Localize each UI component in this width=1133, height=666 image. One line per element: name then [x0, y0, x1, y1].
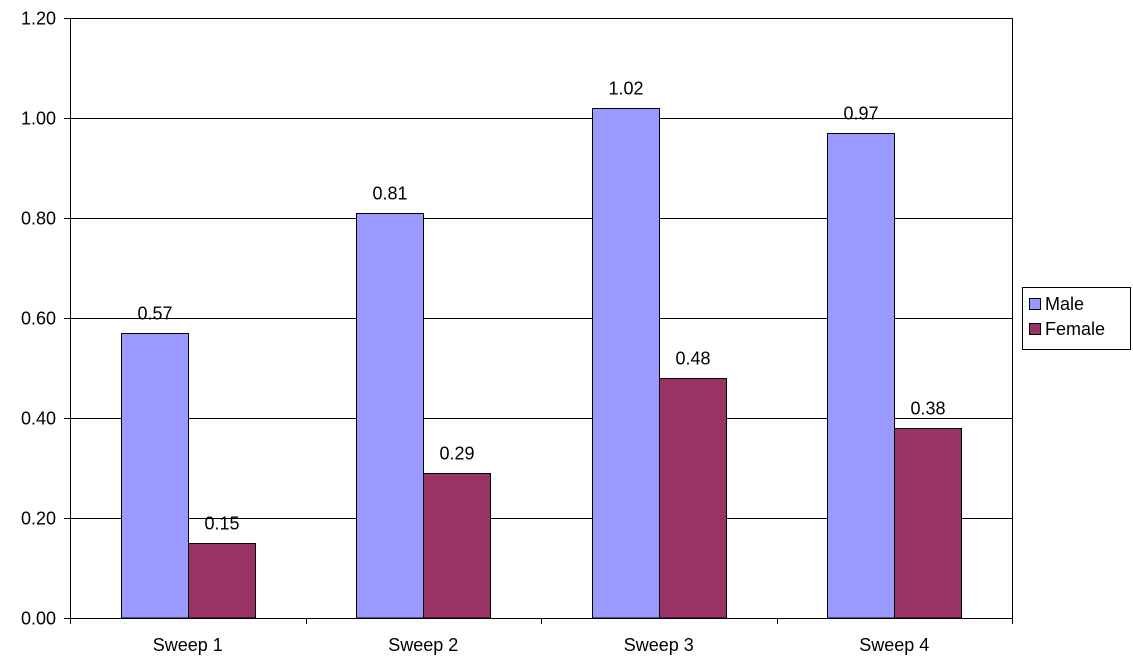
legend-swatch-female [1029, 323, 1041, 335]
x-tick-label: Sweep 2 [388, 635, 458, 655]
legend: Male Female [1022, 287, 1131, 350]
bar-male-2 [356, 213, 424, 619]
bar-female-4 [894, 428, 962, 619]
data-label: 0.29 [439, 444, 474, 464]
bar-female-3 [659, 378, 727, 619]
legend-swatch-male [1029, 298, 1041, 310]
y-tick-label: 0.00 [21, 609, 56, 629]
axes [64, 18, 1013, 624]
bars [121, 108, 962, 619]
labels: 0.00 0.20 0.40 0.60 0.80 1.00 1.20 0.57 0.15 Swee… [21, 9, 946, 656]
x-tick-label: Sweep 4 [859, 635, 929, 655]
x-tick-label: Sweep 1 [153, 635, 223, 655]
x-tick-label: Sweep 3 [624, 635, 694, 655]
legend-label: Male [1045, 294, 1084, 314]
data-label: 0.38 [910, 399, 945, 419]
y-tick-label: 1.00 [21, 109, 56, 129]
bar-female-1 [188, 543, 256, 619]
data-label: 0.57 [137, 304, 172, 324]
bar-female-2 [423, 473, 491, 619]
data-label: 0.97 [843, 104, 878, 124]
y-tick-label: 0.20 [21, 509, 56, 529]
y-tick-label: 0.40 [21, 409, 56, 429]
y-tick-label: 1.20 [21, 9, 56, 29]
bar-male-1 [121, 333, 189, 619]
y-tick-label: 0.80 [21, 209, 56, 229]
data-label: 0.48 [675, 349, 710, 369]
y-tick-label: 0.60 [21, 309, 56, 329]
data-label: 0.15 [204, 514, 239, 534]
data-label: 1.02 [608, 79, 643, 99]
bar-male-3 [592, 108, 660, 619]
legend-box [1022, 287, 1131, 350]
legend-label: Female [1045, 319, 1105, 339]
bar-male-4 [827, 133, 895, 619]
data-label: 0.81 [372, 184, 407, 204]
